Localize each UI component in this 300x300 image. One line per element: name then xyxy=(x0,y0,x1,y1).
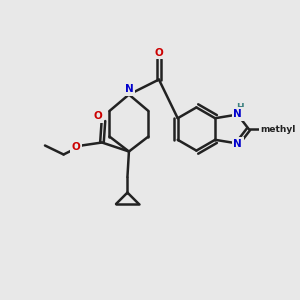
Text: N: N xyxy=(233,139,242,149)
Text: O: O xyxy=(154,48,163,58)
Text: O: O xyxy=(94,111,102,121)
Text: N: N xyxy=(233,109,242,119)
Text: H: H xyxy=(236,103,244,112)
Text: N: N xyxy=(124,84,133,94)
Text: O: O xyxy=(72,142,80,152)
Text: methyl: methyl xyxy=(260,124,296,134)
